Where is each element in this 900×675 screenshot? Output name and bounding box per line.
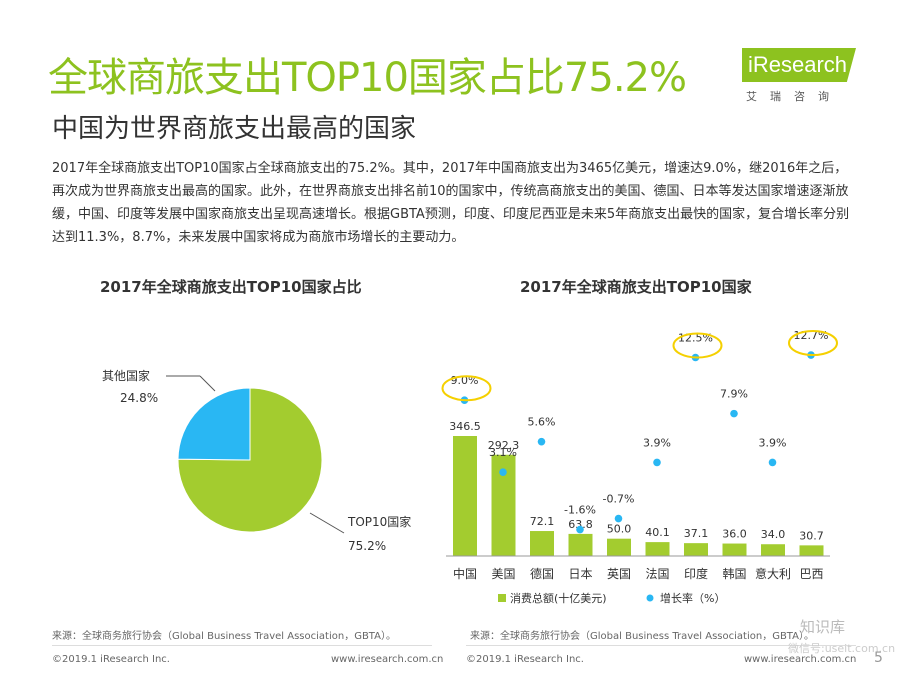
watermark-sub: 微信号:useit.com.cn: [788, 642, 896, 655]
bar-label-8: 34.0: [761, 528, 786, 541]
page-title: 全球商旅支出TOP10国家占比75.2%: [48, 55, 687, 101]
bar-8: [761, 544, 785, 556]
legend-label-dot: 增长率（%）: [660, 591, 725, 605]
growth-dot-8: [768, 458, 777, 467]
category-label-9: 巴西: [799, 567, 823, 581]
source-left: 来源：全球商务旅行协会（Global Business Travel Assoc…: [52, 631, 396, 642]
footer-copyright-right: ©2019.1 iResearch Inc.: [466, 654, 584, 665]
bar-label-6: 37.1: [684, 527, 709, 540]
pie-value-top10: 75.2%: [348, 539, 386, 553]
highlight-ring-0: [441, 375, 492, 402]
bar-6: [684, 543, 708, 556]
watermark-title: 知识库: [800, 618, 846, 636]
category-label-8: 意大利: [755, 566, 791, 581]
bar-3: [568, 533, 593, 556]
bar-5: [645, 542, 670, 556]
category-label-0: 中国: [453, 566, 477, 581]
category-label-6: 印度: [684, 566, 708, 581]
pie-chart: 其他国家 24.8% TOP10国家 75.2%: [102, 368, 411, 553]
growth-label-5: 3.9%: [643, 436, 671, 449]
pie-slice-0: [177, 387, 323, 533]
bar-9: [799, 545, 824, 556]
category-label-7: 韩国: [722, 566, 746, 581]
bar-4: [607, 538, 631, 556]
pie-label-other: 其他国家: [102, 368, 150, 383]
bar-label-9: 30.7: [799, 529, 824, 542]
bar-label-5: 40.1: [645, 526, 670, 539]
footer-divider-left: [52, 645, 432, 646]
growth-label-4: -0.7%: [603, 493, 635, 506]
footer-url-right: www.iresearch.com.cn: [744, 654, 857, 665]
bar-label-4: 50.0: [607, 523, 632, 536]
bar-label-1: 292.3: [488, 439, 520, 452]
iresearch-logo: iResearch 艾瑞咨询: [742, 48, 862, 108]
highlight-ring-6: [672, 332, 723, 359]
growth-label-2: 5.6%: [528, 416, 556, 429]
bar-label-0: 346.5: [449, 420, 481, 433]
legend-swatch-bar: [498, 594, 506, 602]
growth-label-3: -1.6%: [564, 504, 596, 517]
growth-label-1: 3.1%: [489, 446, 517, 459]
legend-swatch-dot: [646, 594, 654, 602]
logo-cn-text: 艾瑞咨询: [746, 90, 842, 103]
growth-dot-2: [537, 437, 546, 446]
pie-label-top10: TOP10国家: [347, 514, 411, 529]
bar-7: [722, 543, 747, 556]
growth-dot-1: [499, 468, 507, 476]
growth-label-7: 7.9%: [720, 388, 748, 401]
growth-label-8: 3.9%: [759, 436, 787, 449]
category-label-2: 德国: [530, 566, 554, 581]
pie-slice-1: [177, 387, 251, 461]
growth-dot-3: [576, 525, 584, 534]
category-label-3: 日本: [568, 567, 592, 581]
bar-0: [453, 436, 477, 556]
bar-chart-title: 2017年全球商旅支出TOP10国家: [520, 278, 752, 296]
logo-brand-text: iResearch: [742, 48, 856, 82]
category-label-4: 英国: [607, 567, 631, 581]
bar-2: [530, 531, 554, 556]
leader-line-top10: [309, 512, 345, 534]
bar-label-7: 36.0: [722, 528, 747, 541]
bar-label-3: 63.8: [568, 518, 593, 531]
page-number: 5: [874, 650, 883, 666]
bar-label-2: 72.1: [530, 515, 555, 528]
bar-chart: 346.5 292.3 72.1 63.8 50.0 40.1 37.1 36.0 34.0 30…: [441, 329, 838, 605]
growth-dot-5: [653, 458, 661, 467]
pie-chart-title: 2017年全球商旅支出TOP10国家占比: [100, 278, 362, 296]
growth-dot-7: [730, 409, 738, 418]
category-label-1: 美国: [491, 567, 515, 581]
highlight-ring-9: [788, 330, 838, 357]
source-right: 来源：全球商务旅行协会（Global Business Travel Assoc…: [470, 631, 814, 642]
page-subtitle: 中国为世界商旅支出最高的国家: [52, 114, 417, 144]
footer-divider-right: [466, 645, 856, 646]
category-label-5: 法国: [645, 567, 669, 581]
legend: 消费总额(十亿美元) 增长率（%）: [498, 591, 725, 605]
growth-dot-4: [614, 514, 623, 523]
summary-paragraph: 2017年全球商旅支出TOP10国家占全球商旅支出的75.2%。其中，2017年…: [52, 161, 850, 245]
leader-line-other: [199, 375, 216, 392]
legend-label-bar: 消费总额(十亿美元): [510, 591, 607, 605]
footer-url-left: www.iresearch.com.cn: [331, 654, 444, 665]
footer-copyright-left: ©2019.1 iResearch Inc.: [52, 654, 170, 665]
pie-value-other: 24.8%: [120, 391, 158, 405]
